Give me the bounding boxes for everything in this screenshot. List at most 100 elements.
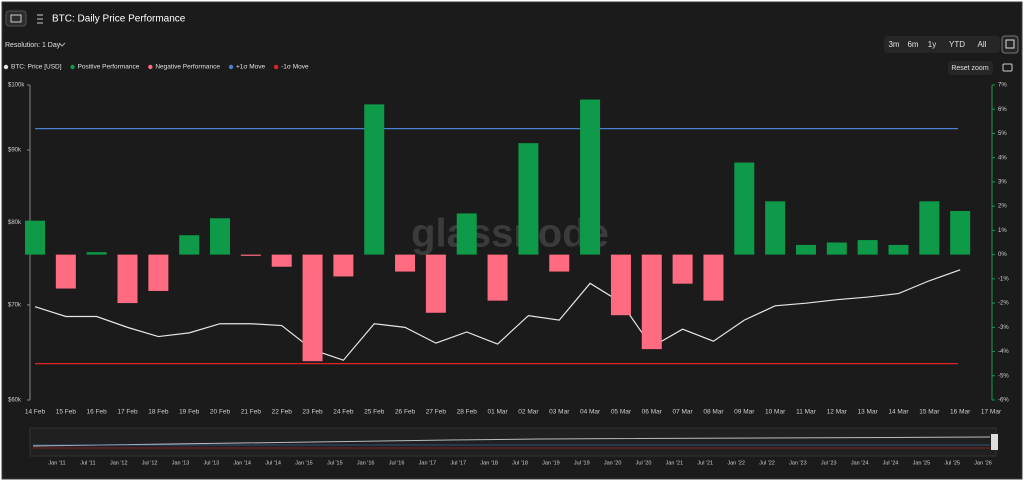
navigator-label: Jan '23 xyxy=(789,460,807,466)
y2-tick-label: -1% xyxy=(998,276,1009,282)
navigator-label: Jan '22 xyxy=(727,460,745,466)
y2-tick-label: 1% xyxy=(998,228,1007,234)
legend-marker xyxy=(148,64,153,70)
y2-tick-label: 7% xyxy=(998,83,1007,89)
y-tick-label: $100k xyxy=(8,83,25,89)
navigator-label: Jul '17 xyxy=(450,460,466,466)
navigator-label: Jan '11 xyxy=(48,460,65,466)
range-button[interactable]: YTD xyxy=(949,40,965,49)
sidebar-button[interactable] xyxy=(5,10,27,27)
bar xyxy=(795,244,816,255)
navigator-label: Jul '24 xyxy=(883,460,899,466)
navigator-label: Jan '16 xyxy=(357,460,375,466)
y-tick-label: $60k xyxy=(8,398,22,404)
x-tick-label: 09 Mar xyxy=(734,409,755,416)
resolution-select[interactable]: Resolution: 1 Day xyxy=(5,42,61,49)
navigator-label: Jul '13 xyxy=(203,460,219,466)
bar xyxy=(210,218,231,255)
menu-icon[interactable] xyxy=(37,14,43,24)
navigator[interactable] xyxy=(29,427,997,457)
x-tick-label: 17 Mar xyxy=(981,409,1002,416)
navigator-label: Jan '15 xyxy=(295,460,313,466)
dropdown-caret xyxy=(58,42,66,47)
legend-label[interactable]: Negative Performance xyxy=(155,64,220,71)
reset-zoom-button[interactable] xyxy=(948,61,993,75)
x-tick-label: 25 Feb xyxy=(364,409,385,416)
x-tick-label: 14 Mar xyxy=(888,409,909,416)
navigator-label: Jan '14 xyxy=(233,460,251,466)
camera-icon[interactable] xyxy=(1002,63,1013,72)
bar xyxy=(456,213,477,255)
bar xyxy=(703,254,724,301)
bar xyxy=(888,244,909,255)
legend-label[interactable]: BTC: Price [USD] xyxy=(11,64,62,71)
navigator-label: Jan '21 xyxy=(666,460,684,466)
y2-tick-label: 2% xyxy=(998,204,1007,210)
y2-tick-label: -2% xyxy=(998,301,1009,307)
legend-label[interactable]: +1σ Move xyxy=(236,64,266,71)
navigator-label: Jul '18 xyxy=(512,460,528,466)
x-tick-label: 24 Feb xyxy=(333,409,354,416)
bar xyxy=(734,162,755,255)
x-tick-label: 08 Mar xyxy=(703,409,724,416)
x-tick-label: 28 Feb xyxy=(457,409,478,416)
bar xyxy=(425,254,446,313)
y2-tick-label: 4% xyxy=(998,155,1007,161)
bar xyxy=(364,104,385,255)
bar xyxy=(86,252,107,255)
x-tick-label: 19 Feb xyxy=(179,409,200,416)
bar xyxy=(271,254,292,267)
range-button[interactable]: 1y xyxy=(928,40,936,49)
navigator-label: Jan '18 xyxy=(480,460,498,466)
x-tick-label: 12 Mar xyxy=(827,409,848,416)
legend-label[interactable]: -1σ Move xyxy=(281,64,309,71)
y-tick-label: $90k xyxy=(8,148,22,154)
y2-tick-label: 0% xyxy=(998,252,1007,258)
x-tick-label: 15 Feb xyxy=(56,409,77,416)
legend-label[interactable]: Positive Performance xyxy=(78,64,140,71)
range-button[interactable]: 3m xyxy=(888,40,899,49)
navigator-price xyxy=(32,436,991,447)
x-tick-label: 14 Feb xyxy=(25,409,46,416)
x-tick-label: 27 Feb xyxy=(426,409,447,416)
bar xyxy=(641,254,662,350)
bar xyxy=(240,254,261,256)
navigator-label: Jul '16 xyxy=(389,460,405,466)
y2-tick-label: -3% xyxy=(998,325,1009,331)
x-tick-label: 26 Feb xyxy=(395,409,416,416)
navigator-label: Jul '22 xyxy=(759,460,775,466)
x-tick-label: 06 Mar xyxy=(642,409,663,416)
range-button[interactable]: 6m xyxy=(907,40,918,49)
navigator-handle[interactable] xyxy=(991,434,998,450)
sidebar-icon xyxy=(10,14,22,23)
calendar-button[interactable] xyxy=(1001,35,1019,54)
y2-tick-label: -6% xyxy=(998,398,1009,404)
range-group xyxy=(884,36,1000,53)
x-tick-label: 13 Mar xyxy=(858,409,879,416)
x-tick-label: 10 Mar xyxy=(765,409,786,416)
bar xyxy=(857,240,878,255)
x-tick-label: 11 Mar xyxy=(796,409,817,416)
navigator-label: Jan '19 xyxy=(542,460,560,466)
navigator-label: Jul '11 xyxy=(80,460,95,466)
y2-tick-label: -4% xyxy=(998,349,1009,355)
bar xyxy=(672,254,693,284)
x-tick-label: 17 Feb xyxy=(117,409,138,416)
watermark: glassnode xyxy=(411,212,609,256)
bar xyxy=(580,99,601,255)
x-tick-label: 15 Mar xyxy=(919,409,940,416)
x-tick-label: 23 Feb xyxy=(302,409,323,416)
range-button[interactable]: All xyxy=(978,40,987,49)
legend-marker xyxy=(70,64,75,70)
calendar-icon xyxy=(1005,39,1015,49)
price-line xyxy=(34,269,961,361)
reset-zoom[interactable]: Reset zoom xyxy=(951,65,989,72)
navigator-label: Jan '26 xyxy=(974,460,992,466)
bar xyxy=(518,143,539,255)
bar xyxy=(610,254,631,316)
bar xyxy=(55,254,76,289)
y2-tick-label: 3% xyxy=(998,180,1007,186)
x-tick-label: 18 Feb xyxy=(148,409,169,416)
bar xyxy=(333,254,354,277)
